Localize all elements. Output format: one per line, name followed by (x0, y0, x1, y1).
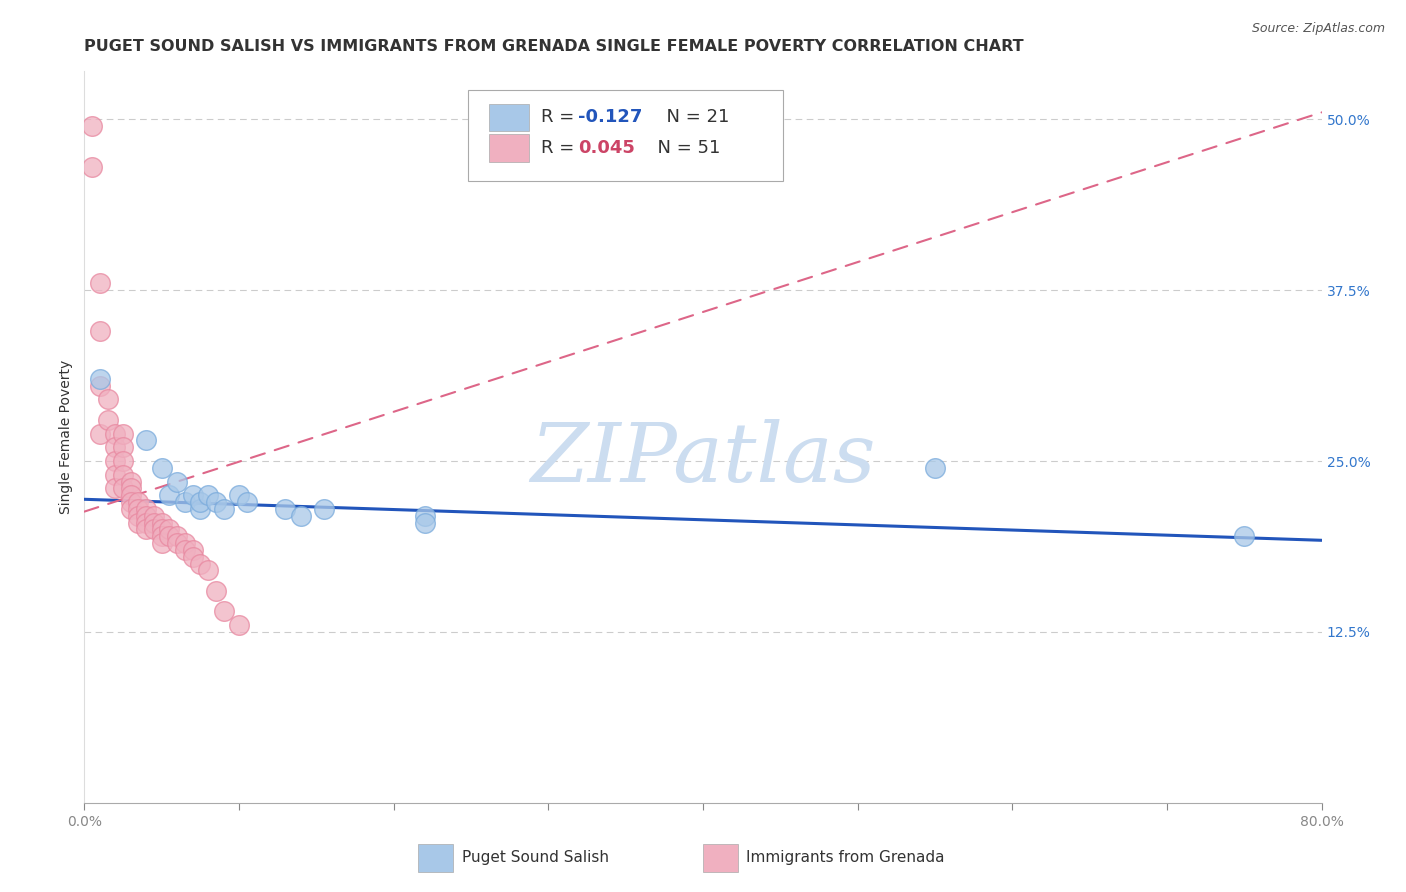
Point (135, 508, 157, 523)
Point (150, 536, 173, 550)
Point (159, 522, 180, 536)
Point (112, 426, 135, 441)
Point (89, 277, 111, 291)
Point (89, 324, 111, 338)
Point (112, 467, 135, 482)
Point (166, 475, 188, 489)
FancyBboxPatch shape (489, 103, 529, 131)
Text: N = 51: N = 51 (647, 139, 720, 157)
Point (120, 501, 142, 516)
Text: N = 21: N = 21 (655, 109, 730, 127)
Point (413, 516, 436, 530)
Point (228, 618, 250, 632)
Point (135, 501, 157, 516)
Point (112, 440, 135, 454)
FancyBboxPatch shape (703, 845, 738, 872)
FancyBboxPatch shape (489, 135, 529, 162)
Point (197, 488, 219, 502)
Point (82, 119, 104, 133)
FancyBboxPatch shape (468, 90, 783, 181)
Point (135, 522, 157, 536)
Point (120, 481, 142, 495)
Point (174, 542, 197, 557)
Point (150, 529, 173, 543)
Point (188, 495, 211, 509)
Point (188, 501, 211, 516)
Text: PUGET SOUND SALISH VS IMMIGRANTS FROM GRENADA SINGLE FEMALE POVERTY CORRELATION : PUGET SOUND SALISH VS IMMIGRANTS FROM GR… (84, 38, 1024, 54)
Point (274, 501, 297, 516)
Point (205, 495, 228, 509)
Point (290, 508, 312, 523)
Point (413, 508, 436, 523)
Text: -0.127: -0.127 (578, 109, 643, 127)
Point (143, 522, 166, 536)
FancyBboxPatch shape (419, 845, 453, 872)
Point (112, 481, 135, 495)
Point (159, 488, 180, 502)
Point (120, 488, 142, 502)
Point (166, 536, 188, 550)
Point (312, 501, 335, 516)
Text: R =: R = (541, 109, 579, 127)
Point (150, 522, 173, 536)
Point (104, 467, 127, 482)
Y-axis label: Single Female Poverty: Single Female Poverty (59, 360, 73, 514)
Point (235, 495, 259, 509)
Text: Puget Sound Salish: Puget Sound Salish (461, 850, 609, 865)
Point (174, 536, 197, 550)
Point (120, 475, 142, 489)
Point (127, 495, 149, 509)
Point (228, 488, 250, 502)
Point (89, 379, 111, 393)
Point (205, 583, 228, 598)
Point (96, 413, 118, 427)
Point (127, 501, 149, 516)
Point (181, 488, 204, 502)
Point (143, 516, 166, 530)
Point (104, 440, 127, 454)
Point (143, 508, 166, 523)
Text: R =: R = (541, 139, 579, 157)
Text: Source: ZipAtlas.com: Source: ZipAtlas.com (1251, 22, 1385, 36)
Point (181, 542, 204, 557)
Point (89, 372, 111, 386)
Point (159, 529, 180, 543)
Point (120, 495, 142, 509)
Text: ZIPatlas: ZIPatlas (530, 419, 876, 499)
Point (127, 508, 149, 523)
Text: Immigrants from Grenada: Immigrants from Grenada (747, 850, 945, 865)
Point (1233, 529, 1256, 543)
Point (166, 529, 188, 543)
Point (89, 426, 111, 441)
Point (150, 516, 173, 530)
Point (181, 549, 204, 564)
Point (150, 460, 173, 475)
Point (104, 426, 127, 441)
Point (174, 495, 197, 509)
Point (135, 516, 157, 530)
Point (212, 501, 235, 516)
Point (112, 454, 135, 468)
Point (96, 392, 118, 407)
Point (104, 454, 127, 468)
Point (104, 481, 127, 495)
Text: 0.045: 0.045 (578, 139, 636, 157)
Point (127, 516, 149, 530)
Point (135, 434, 157, 448)
Point (197, 563, 219, 577)
Point (212, 604, 235, 618)
Point (188, 557, 211, 571)
Point (82, 160, 104, 174)
Point (924, 460, 946, 475)
